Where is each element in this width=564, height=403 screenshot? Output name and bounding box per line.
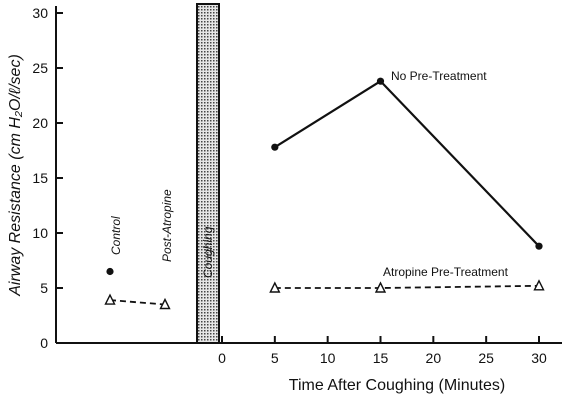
x-tick-label-10: 10: [320, 350, 336, 366]
series-line-0: [274, 79, 540, 247]
post-atropine-label: Post-Atropine: [160, 189, 174, 262]
x-axis-title: Time After Coughing (Minutes): [289, 377, 505, 394]
series-1-point-0: [269, 281, 281, 293]
baseline-dashed-line: [109, 299, 166, 306]
y-tick-label-10: 10: [32, 225, 48, 241]
y-ticks: 0 5 10 15 20 25 30: [32, 5, 63, 351]
baseline-layer: Control Post-Atropine: [104, 189, 174, 310]
y-tick-label-0: 0: [40, 335, 48, 351]
axes: [55, 6, 562, 344]
coughing-band: Coughing: [196, 3, 220, 344]
x-tick-label-20: 20: [426, 350, 442, 366]
y-tick-label-20: 20: [32, 115, 48, 131]
series-layer: [269, 77, 545, 293]
series-1-point-2: [533, 279, 545, 291]
post-atropine-triangle-point: [159, 297, 171, 310]
x-tick-label-25: 25: [478, 350, 494, 366]
y-tick-label-25: 25: [32, 60, 48, 76]
x-tick-label-15: 15: [373, 350, 389, 366]
y-tick-label-30: 30: [32, 5, 48, 21]
control-point: [106, 267, 114, 276]
series-0-point-2: [535, 242, 543, 250]
y-tick-label-5: 5: [40, 280, 48, 296]
y-tick-label-15: 15: [32, 170, 48, 186]
control-label: Control: [109, 216, 123, 255]
series-0-point-1: [376, 77, 385, 85]
series-0-point-0: [271, 143, 279, 151]
x-tick-label-5: 5: [271, 350, 279, 366]
x-tick-label-30: 30: [531, 350, 547, 366]
x-ticks: 0 5 10 15 20 25 30: [218, 336, 547, 366]
coughing-band-rect: [196, 3, 220, 344]
series-1-point-1: [374, 281, 387, 293]
coughing-band-label: Coughing: [201, 226, 215, 278]
x-tick-label-0: 0: [218, 350, 226, 366]
series-label-no-pretreatment: No Pre-Treatment: [391, 69, 487, 83]
control-triangle-point: [104, 293, 116, 305]
y-axis-title: Airway Resistance (cm H₂O/ℓ/sec): [7, 54, 24, 297]
series-label-atropine-pretreatment: Atropine Pre-Treatment: [383, 265, 509, 279]
series-line-1: [274, 284, 540, 289]
